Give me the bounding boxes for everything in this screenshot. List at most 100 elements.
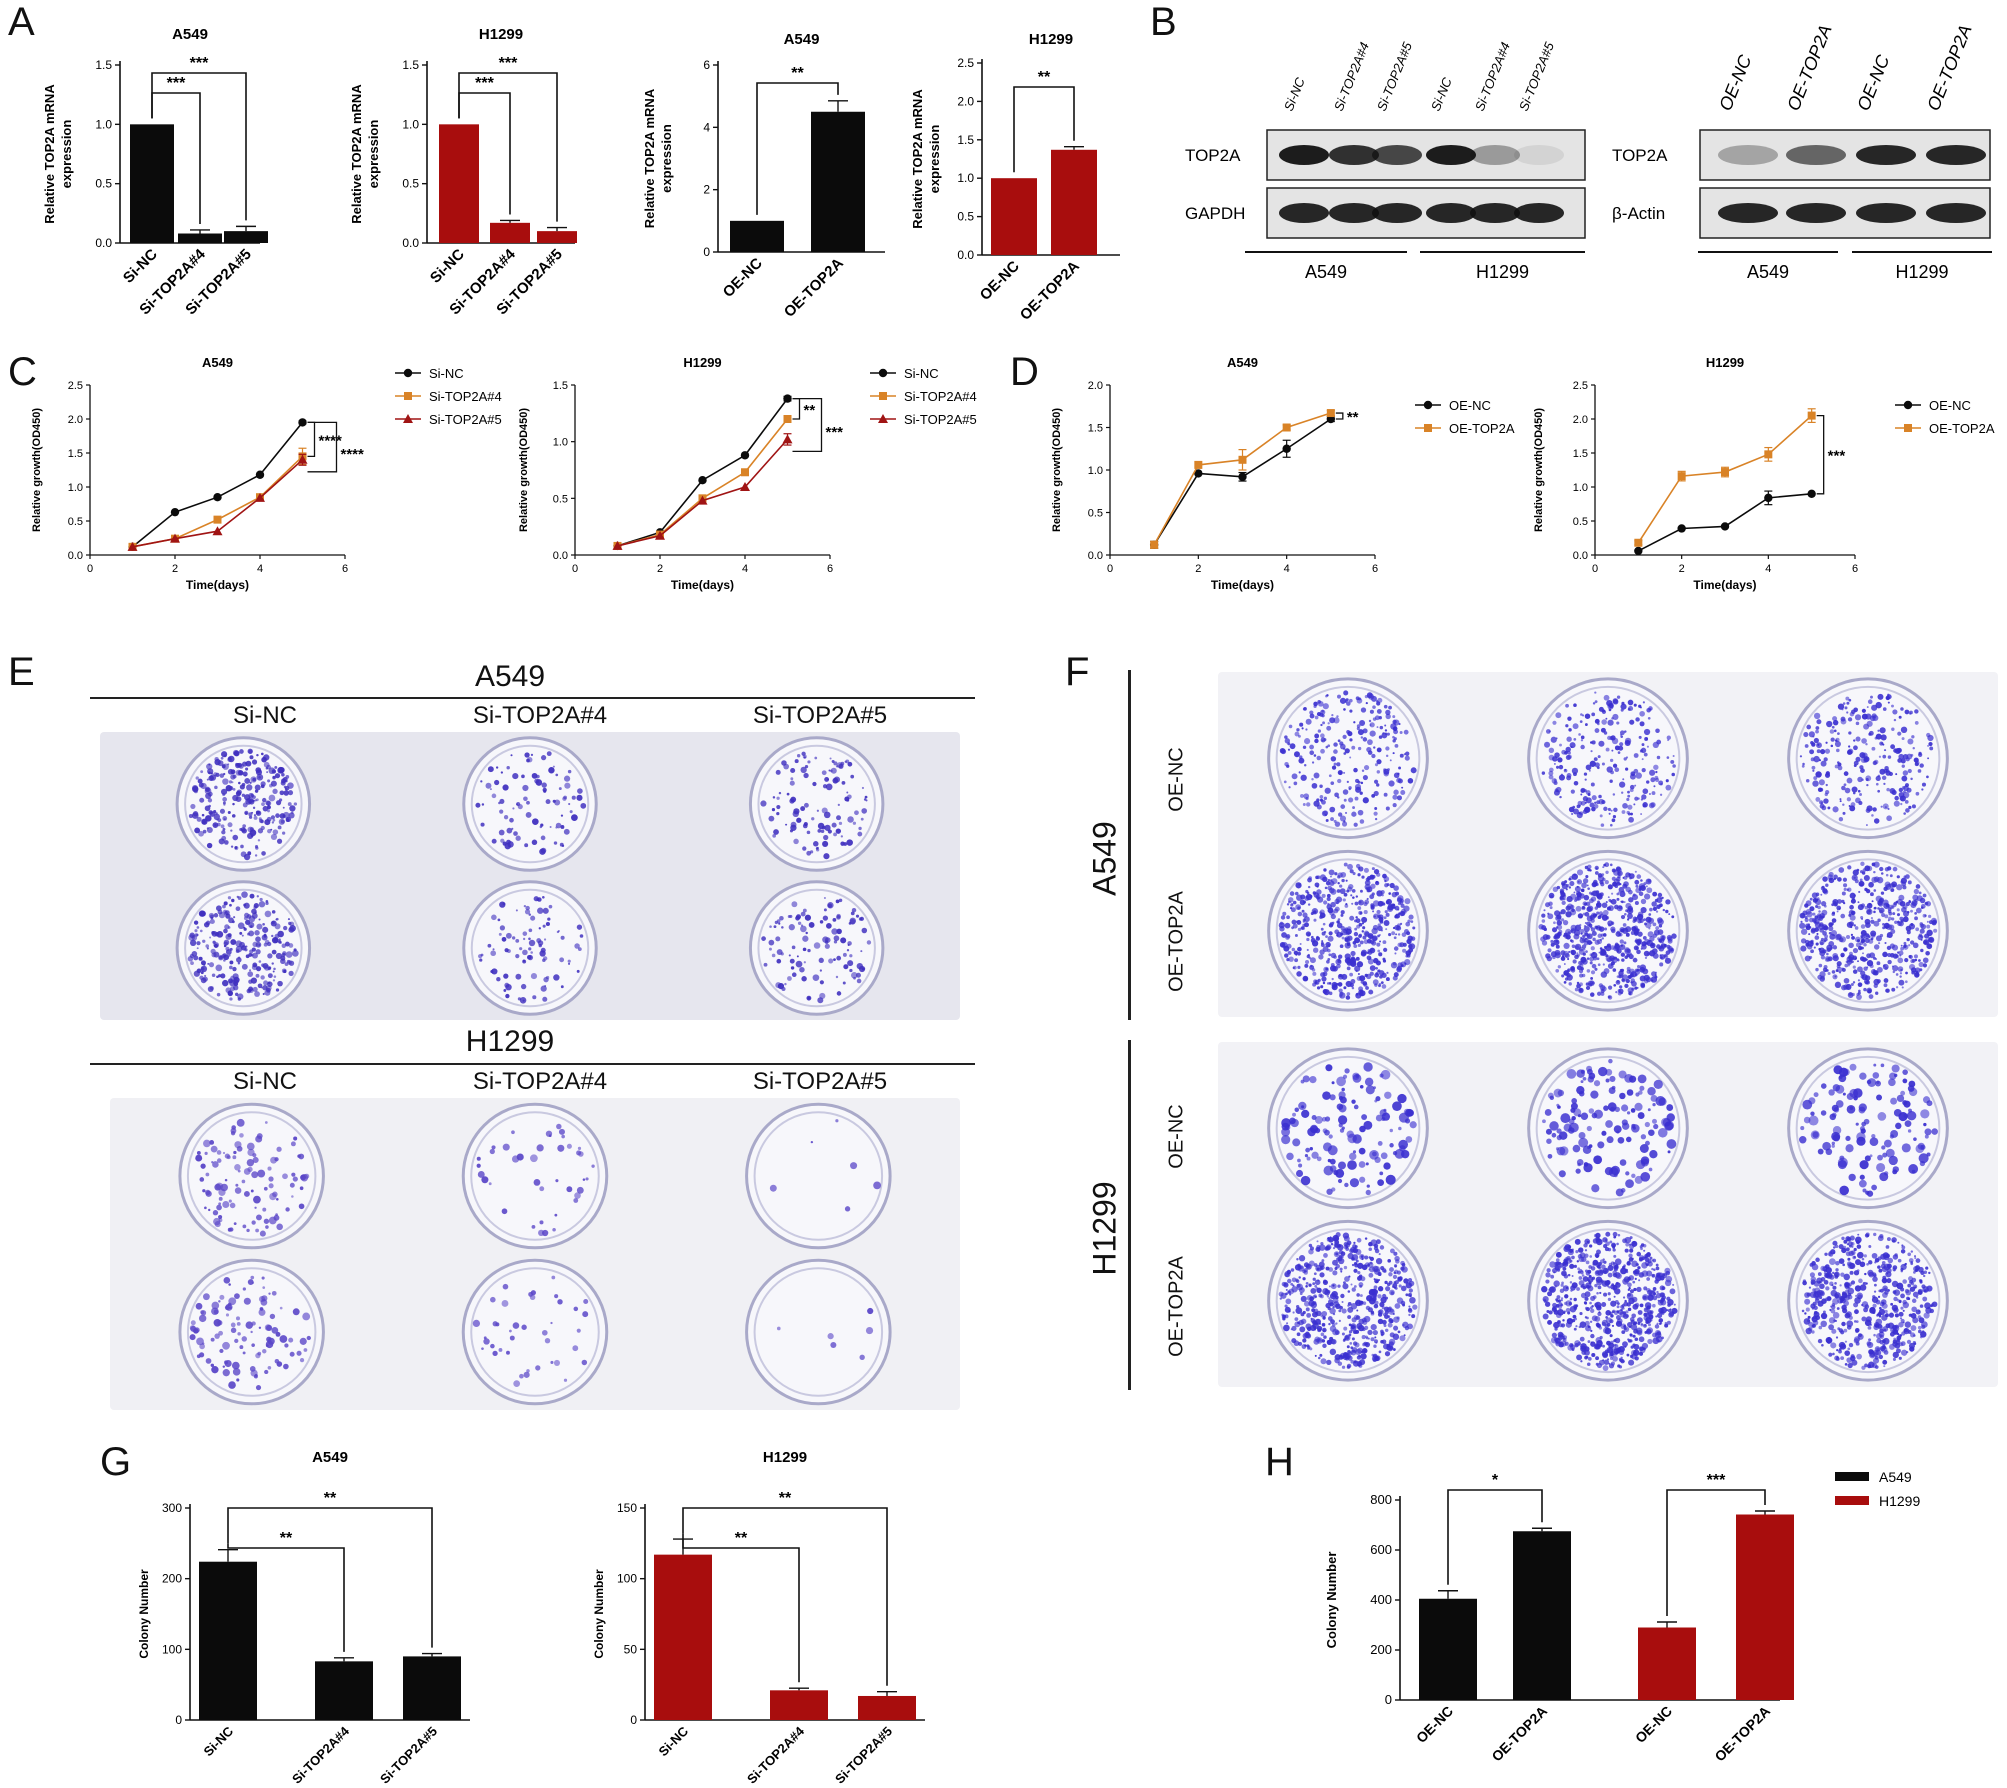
colony [1329, 1307, 1336, 1315]
colony [1820, 1110, 1827, 1116]
colony [1841, 708, 1844, 711]
colony [1632, 894, 1639, 901]
colony [224, 1178, 228, 1182]
colony [1805, 909, 1812, 915]
colony [1379, 1109, 1387, 1117]
colony [489, 1148, 495, 1155]
colony [1314, 1115, 1323, 1124]
colony [1664, 1121, 1675, 1131]
colony [1808, 731, 1815, 738]
colony [809, 850, 814, 854]
colony [1920, 906, 1924, 909]
colony [202, 939, 206, 943]
colony [1845, 1144, 1854, 1153]
colony [267, 973, 273, 979]
colony [1313, 772, 1320, 779]
bar [403, 1656, 461, 1720]
colony [1658, 1097, 1667, 1106]
colony [1866, 865, 1873, 872]
colony [1849, 1063, 1857, 1071]
colony [1873, 818, 1880, 824]
colony [1925, 901, 1932, 907]
colony [1357, 1271, 1361, 1275]
colony [1580, 713, 1583, 716]
significance-label: ** [1038, 69, 1051, 86]
colony [1901, 737, 1905, 741]
y-tick-label: 0.5 [553, 493, 568, 505]
colony [861, 967, 865, 971]
colony [1866, 783, 1869, 787]
colony [1604, 927, 1608, 931]
colony [1835, 748, 1840, 753]
colony [280, 955, 286, 961]
colony [1837, 877, 1842, 882]
colony [1899, 972, 1903, 975]
colony [1336, 934, 1339, 937]
colony [1591, 1184, 1600, 1193]
colony [223, 840, 229, 845]
colony [1358, 1147, 1366, 1155]
colony [1311, 968, 1316, 972]
colony [1351, 745, 1356, 750]
category-label: OE-TOP2A [1711, 1703, 1773, 1765]
colony [262, 1349, 267, 1354]
colony [775, 769, 781, 775]
colony [188, 814, 193, 819]
colony [1872, 714, 1879, 722]
colony [1341, 1300, 1344, 1303]
colony [1586, 921, 1591, 927]
colony [1336, 889, 1341, 893]
colony [271, 920, 275, 925]
colony [268, 1216, 277, 1225]
colony [227, 990, 233, 996]
colony [1404, 755, 1410, 761]
colony [1902, 753, 1909, 760]
y-tick-label: 1.5 [553, 380, 568, 392]
colony [1643, 728, 1651, 736]
colony [1861, 708, 1866, 713]
colony [1294, 958, 1299, 963]
colony [1922, 893, 1927, 898]
colony [251, 1321, 256, 1326]
colony [1368, 719, 1372, 723]
colony [216, 1150, 222, 1155]
blot-band [1926, 203, 1986, 223]
bar [770, 1690, 828, 1720]
colony [267, 809, 270, 813]
colony [231, 781, 234, 784]
colony [1800, 938, 1807, 944]
panel-letter-h: H [1265, 1440, 1294, 1484]
colony [1896, 908, 1900, 912]
colony [255, 810, 260, 815]
colony [275, 813, 280, 818]
colony [1620, 952, 1626, 957]
colony [1905, 925, 1912, 932]
colony [1595, 902, 1602, 908]
colony [1321, 1339, 1326, 1343]
colony [253, 816, 258, 820]
colony [1625, 1136, 1632, 1143]
colony [1623, 757, 1627, 761]
colony [1292, 1138, 1301, 1147]
colony [1307, 903, 1311, 906]
colony [1640, 1134, 1647, 1140]
colony [1378, 952, 1383, 957]
colony [1314, 738, 1319, 744]
colony [222, 796, 228, 802]
blot-band [1856, 203, 1916, 223]
colony [591, 1164, 595, 1168]
y-tick-label: 800 [1370, 1492, 1392, 1507]
colony [1595, 913, 1598, 917]
colony [1815, 797, 1821, 802]
colony [266, 805, 271, 810]
colony [1815, 729, 1819, 734]
colony [1549, 1095, 1555, 1101]
colony [246, 784, 253, 791]
colony [272, 775, 276, 779]
colony [849, 968, 853, 973]
significance-bracket [227, 1543, 345, 1652]
colony [1357, 906, 1362, 910]
colony [1388, 780, 1395, 787]
colony [1279, 921, 1283, 925]
colony [229, 1227, 234, 1232]
